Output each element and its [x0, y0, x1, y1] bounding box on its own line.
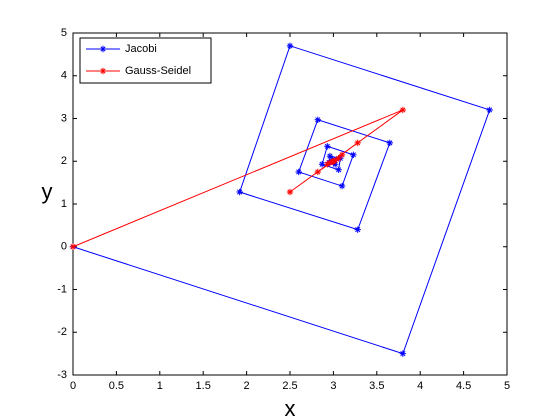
x-tick-label: 3.5: [369, 380, 384, 392]
x-tick-label: 4: [417, 380, 423, 392]
x-tick-label: 2.5: [282, 380, 297, 392]
marker: [286, 42, 294, 50]
marker: [354, 226, 361, 233]
marker: [330, 158, 337, 165]
y-tick-label: 0: [61, 241, 67, 253]
y-tick-label: 4: [61, 70, 67, 82]
marker: [486, 106, 493, 114]
x-tick-label: 0.5: [109, 380, 124, 392]
marker: [331, 157, 339, 164]
x-tick-label: 2: [244, 380, 250, 392]
marker: [295, 168, 302, 176]
x-axis-label: x: [285, 396, 296, 420]
x-tick-label: 0: [70, 380, 76, 392]
marker: [69, 243, 77, 250]
y-tick-label: -1: [57, 283, 67, 295]
marker: [314, 116, 321, 123]
legend-label: Gauss-Seidel: [125, 65, 191, 77]
marker: [324, 161, 331, 168]
marker: [354, 139, 361, 147]
marker: [326, 152, 334, 160]
marker: [338, 151, 346, 159]
x-tick-label: 1: [157, 380, 163, 392]
x-tick-label: 3: [330, 380, 336, 392]
y-tick-label: 2: [61, 155, 67, 167]
marker: [286, 188, 294, 196]
plot-area: [72, 32, 508, 376]
marker: [350, 151, 357, 159]
marker: [386, 139, 394, 147]
x-tick-label: 4.5: [456, 380, 471, 392]
legend-marker: [99, 67, 107, 75]
y-axis-label: y: [42, 179, 53, 204]
x-tick-label: 5: [504, 380, 510, 392]
marker: [326, 159, 334, 166]
marker: [324, 143, 331, 150]
y-tick-label: 1: [61, 198, 67, 210]
y-tick-label: 3: [61, 112, 67, 124]
legend-marker: [99, 45, 107, 53]
marker: [236, 188, 243, 196]
marker: [314, 168, 321, 176]
y-tick-label: -2: [57, 326, 67, 338]
marker: [399, 106, 407, 114]
legend-label: Jacobi: [125, 43, 157, 55]
x-tick-label: 1.5: [196, 380, 211, 392]
marker: [338, 182, 346, 190]
y-tick-label: -3: [57, 369, 67, 381]
y-tick-label: 5: [61, 27, 67, 39]
marker: [335, 155, 342, 162]
marker: [399, 350, 407, 357]
legend-box: [79, 37, 212, 84]
marker: [335, 166, 342, 173]
marker: [318, 161, 326, 168]
